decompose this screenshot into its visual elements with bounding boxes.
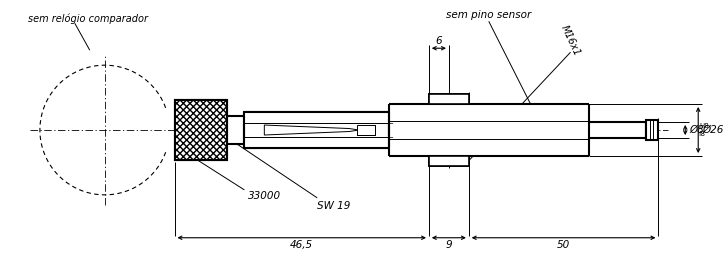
Bar bbox=[244, 112, 389, 123]
Bar bbox=[174, 100, 228, 160]
Bar bbox=[429, 94, 469, 104]
Bar bbox=[389, 139, 588, 156]
Bar bbox=[174, 100, 228, 160]
Bar bbox=[646, 120, 659, 140]
Bar bbox=[244, 137, 389, 148]
Polygon shape bbox=[265, 125, 359, 135]
Bar bbox=[429, 94, 469, 104]
Text: Ø26: Ø26 bbox=[702, 125, 723, 135]
Text: 46,5: 46,5 bbox=[290, 240, 313, 250]
Bar bbox=[588, 122, 646, 138]
Text: sem pino sensor: sem pino sensor bbox=[446, 10, 531, 20]
Text: 6: 6 bbox=[435, 36, 442, 46]
Bar bbox=[357, 125, 375, 135]
Bar bbox=[357, 125, 375, 135]
Text: sem relógio comparador: sem relógio comparador bbox=[28, 13, 148, 24]
Text: M16x1: M16x1 bbox=[558, 23, 582, 57]
Text: Ø8: Ø8 bbox=[689, 125, 704, 135]
Bar bbox=[174, 100, 228, 160]
Text: 33000: 33000 bbox=[248, 191, 281, 201]
Bar bbox=[228, 116, 247, 144]
Bar bbox=[429, 156, 469, 166]
Bar bbox=[429, 156, 469, 166]
Text: H8: H8 bbox=[699, 123, 709, 129]
Text: 50: 50 bbox=[557, 240, 570, 250]
Bar bbox=[389, 104, 588, 121]
Text: f8: f8 bbox=[699, 131, 706, 137]
Text: 9: 9 bbox=[446, 240, 452, 250]
Bar bbox=[389, 121, 588, 139]
Text: 6,3: 6,3 bbox=[501, 116, 516, 126]
Bar bbox=[429, 156, 469, 166]
Bar bbox=[357, 125, 375, 135]
Bar bbox=[244, 112, 389, 148]
Text: SW 19: SW 19 bbox=[318, 201, 351, 211]
Bar bbox=[429, 94, 469, 104]
Text: Ø20,5: Ø20,5 bbox=[196, 110, 206, 140]
